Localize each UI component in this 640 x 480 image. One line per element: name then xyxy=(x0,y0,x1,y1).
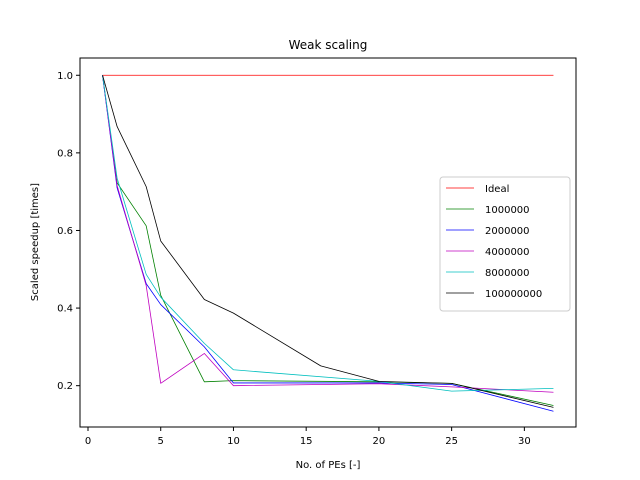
legend: Ideal 1000000 2000000 4000000 8000000 1000000… xyxy=(439,176,571,312)
legend-label: Ideal xyxy=(485,184,509,195)
x-tick-label: 30 xyxy=(518,436,531,447)
series-line-4000000 xyxy=(102,75,554,393)
legend-item: 1000000 xyxy=(446,205,530,216)
legend-item: 100000000 xyxy=(446,289,542,300)
y-axis-label: Scaled speedup [times] xyxy=(30,183,41,301)
y-tick-label: 0.6 xyxy=(57,226,73,237)
chart-title: Weak scaling xyxy=(289,38,368,52)
y-tick-label: 1.0 xyxy=(57,71,73,82)
x-axis-label: No. of PEs [-] xyxy=(296,460,361,471)
plot-frame xyxy=(79,57,577,428)
y-tick-label: 0.4 xyxy=(57,304,73,315)
y-tick-label: 0.2 xyxy=(57,381,73,392)
series-line-100000000 xyxy=(102,75,554,408)
legend-label: 4000000 xyxy=(485,247,530,258)
x-tick-label: 5 xyxy=(158,436,164,447)
legend-item: 4000000 xyxy=(446,247,530,258)
x-tick-label: 20 xyxy=(373,436,386,447)
legend-item: 2000000 xyxy=(446,226,530,237)
legend-label: 2000000 xyxy=(485,226,530,237)
x-tick-label: 0 xyxy=(85,436,91,447)
series-lines xyxy=(102,74,554,412)
series-line-8000000 xyxy=(102,75,554,392)
legend-label: 1000000 xyxy=(485,205,530,216)
x-tick-label: 10 xyxy=(227,436,240,447)
x-axis: 0 5 10 15 20 25 30 xyxy=(85,427,531,447)
x-tick-label: 15 xyxy=(300,436,313,447)
legend-label: 100000000 xyxy=(485,289,542,300)
legend-label: 8000000 xyxy=(485,268,530,279)
y-axis: 0.2 0.4 0.6 0.8 1.0 xyxy=(57,71,80,392)
legend-box xyxy=(439,176,571,312)
y-tick-label: 0.8 xyxy=(57,148,73,159)
legend-item: 8000000 xyxy=(446,268,530,279)
x-tick-label: 25 xyxy=(445,436,458,447)
legend-item: Ideal xyxy=(446,184,509,195)
